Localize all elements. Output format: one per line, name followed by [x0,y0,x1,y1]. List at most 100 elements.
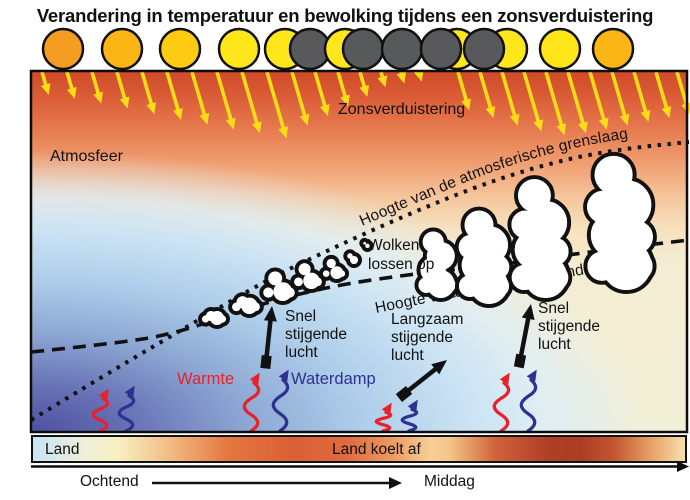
atmosphere-warm-gradient [31,71,687,432]
sun-ray-arrow [632,71,648,114]
heat-squiggle-arrow [91,396,110,433]
sun-ray-arrow-head [299,113,310,126]
moon-icon [419,27,463,71]
sun-ray-arrow-head [359,85,369,97]
fast-rising-air-label-left: Snel stijgende lucht [285,308,348,362]
sun-ray-arrow [40,71,48,87]
heat-squiggle-arrow-head [249,372,260,385]
sun-ray-arrow [265,71,286,131]
atmosphere-label: Atmosfeer [50,148,123,165]
vapor-squiggle-arrow [519,378,538,433]
rising-air-arrow-snel [263,318,273,363]
eclipse-phase-icon-full-sun [591,27,635,71]
sun-ray-arrow-head [461,98,471,111]
sun-ray-arrow [240,71,260,126]
sun-ray-arrow [215,71,234,122]
rising-air-arrow-snel [517,316,531,362]
eclipse-phase-icon-crescent-left [323,27,385,71]
sun-ray-arrow-head [66,86,77,99]
sun-ray-arrow [588,71,607,122]
vapor-squiggle-arrow [400,407,419,433]
sun-ray-arrow-head [340,94,350,107]
sun-ray-arrow [610,71,627,118]
slow-rising-air-label: Langzaam stijgende lucht [391,311,464,365]
sun-ray-arrow-head [377,75,388,88]
cumulus-cloud [290,259,326,293]
sun-ray-arrow [290,71,307,118]
cumulus-cloud [343,249,362,268]
sun-ray-arrow-head [681,102,690,115]
vapor-squiggle-arrow-head [124,385,135,398]
sun-ray-arrow-head [225,117,236,130]
sun-icon [158,27,202,71]
sun-ray-arrow-head [146,102,157,115]
sun-icon [100,27,144,71]
sun-ray-arrow-head [320,104,330,117]
sun-ray-arrow [65,71,75,91]
morning-label: Ochtend [80,473,139,490]
cumulus-cloud [583,151,657,294]
noon-label: Middag [424,473,475,490]
sun-ray-arrow-head [396,71,407,84]
diagram-title: Verandering in temperatuur en bewolking … [36,5,654,26]
sun-ray-arrow-head [533,119,544,132]
heat-squiggle-arrow [242,381,261,433]
cumulus-cloud [507,175,573,303]
heat-squiggle-arrow [374,410,393,433]
heat-label: Warmte [177,370,235,388]
sun-ray-arrow [566,71,586,126]
sun-ray-arrow-head [119,96,130,109]
sun-ray-arrow [522,71,541,124]
land-bar-time-arrow-head [677,461,689,472]
rising-air-arrow-snel-head [521,304,535,320]
rising-air-arrow-langzaam-head [431,360,447,375]
cool-air-gradient [31,71,687,432]
vapor-squiggle-arrow-head [278,369,289,382]
sun-icon [217,27,261,71]
sun-ray-arrow [478,71,493,110]
sun-icon [538,27,582,71]
sun-ray-arrow [500,71,517,118]
sun-ray-arrow-head [578,121,588,134]
rising-air-arrow-snel-head [263,306,277,322]
vapor-squiggle-arrow-head [407,399,418,412]
heat-squiggle-arrow-head [499,372,510,385]
sun-ray-arrow-head [640,109,651,122]
sun-ray-arrow-head [413,69,424,82]
land-label: Land [45,441,80,458]
land-cools-label: Land koelt af [332,441,421,458]
sun-icon [591,27,635,71]
solar-eclipse-label: Zonsverduistering [338,101,466,118]
sun-ray-arrow [336,71,348,99]
land-temperature-bar [31,435,687,463]
eclipse-phase-icon-full-sun [100,27,144,71]
cumulus-cloud [228,292,264,318]
cumulus-cloud [359,237,374,253]
water-vapor-label: Waterdamp [291,370,376,388]
eclipse-phase-icon-partial-end [462,27,529,71]
sun-ray-arrow [313,71,328,109]
cumulus-cloud [414,227,460,303]
sun-ray-arrow [115,71,127,101]
sun-ray-arrow-head [173,108,183,120]
sun-icon [41,27,85,71]
moon-icon [462,27,506,71]
cumulus-cloud [198,306,230,329]
sun-ray-arrow-head [199,112,210,125]
moon-icon [341,27,385,71]
sun-ray-arrow-head [252,121,262,134]
cumulus-cloud [454,206,514,308]
sun-ray-arrow [358,71,367,89]
cumulus-cloud [318,254,350,284]
eclipse-phase-icon-partial-begin [263,27,332,71]
cumulus-cloud [259,267,299,306]
heat-squiggle-arrow [492,381,511,433]
heat-squiggle-arrow-head [98,388,109,401]
sun-ray-arrow-head [509,113,520,126]
sun-ray-arrow-head [619,113,630,126]
sun-ray-arrow [675,71,689,107]
sun-ray-arrow [190,71,207,117]
eclipse-phase-icon-full-sun [158,27,202,71]
vapor-squiggle-arrow [117,393,136,433]
vapor-squiggle-arrow-head [526,369,537,382]
